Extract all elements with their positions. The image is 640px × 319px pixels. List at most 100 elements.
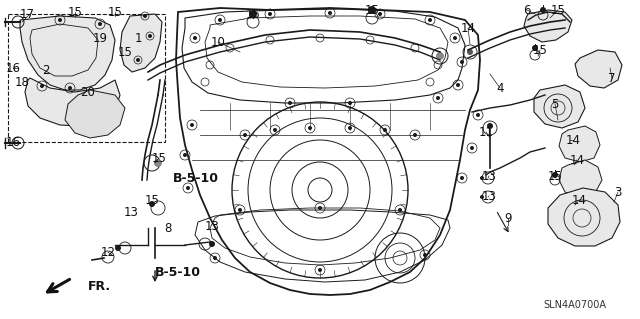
Text: 16: 16 — [6, 62, 20, 75]
Text: SLN4A0700A: SLN4A0700A — [543, 300, 607, 310]
Polygon shape — [575, 50, 622, 88]
Circle shape — [183, 153, 187, 157]
Text: 12: 12 — [100, 246, 115, 258]
Text: 13: 13 — [481, 169, 497, 182]
Circle shape — [470, 146, 474, 150]
Circle shape — [209, 241, 215, 247]
Text: 15: 15 — [118, 46, 132, 58]
Text: 16: 16 — [6, 137, 20, 150]
Text: B-5-10: B-5-10 — [155, 265, 201, 278]
Text: FR.: FR. — [88, 279, 111, 293]
Polygon shape — [559, 160, 602, 197]
Text: 2: 2 — [42, 63, 50, 77]
Text: 14: 14 — [461, 21, 476, 34]
Text: 9: 9 — [504, 211, 512, 225]
Circle shape — [348, 101, 352, 105]
Text: 1: 1 — [134, 32, 141, 44]
Circle shape — [243, 133, 247, 137]
Text: 14: 14 — [566, 133, 580, 146]
Circle shape — [460, 60, 464, 64]
Circle shape — [436, 96, 440, 100]
Circle shape — [348, 126, 352, 130]
Circle shape — [249, 10, 257, 18]
Text: 15: 15 — [68, 5, 83, 19]
Circle shape — [423, 253, 427, 257]
Text: 15: 15 — [550, 4, 565, 17]
Circle shape — [58, 18, 62, 22]
Text: 18: 18 — [15, 76, 29, 88]
Polygon shape — [559, 126, 600, 162]
Circle shape — [143, 14, 147, 18]
Text: 15: 15 — [145, 194, 159, 206]
Text: 14: 14 — [570, 153, 584, 167]
Polygon shape — [548, 188, 620, 246]
Text: B-5-10: B-5-10 — [173, 172, 219, 184]
Circle shape — [68, 86, 72, 90]
Circle shape — [273, 128, 277, 132]
Circle shape — [40, 84, 44, 88]
Text: 15: 15 — [548, 169, 563, 182]
Circle shape — [480, 176, 484, 180]
Text: 20: 20 — [81, 85, 95, 99]
Text: 15: 15 — [108, 5, 122, 19]
Circle shape — [378, 12, 382, 16]
Text: 3: 3 — [614, 186, 621, 198]
Polygon shape — [534, 85, 585, 128]
Text: 13: 13 — [124, 205, 138, 219]
Circle shape — [368, 6, 376, 14]
Circle shape — [460, 176, 464, 180]
Polygon shape — [120, 14, 162, 72]
Circle shape — [308, 126, 312, 130]
Circle shape — [436, 52, 444, 60]
Text: 13: 13 — [205, 219, 220, 233]
Circle shape — [398, 208, 402, 212]
Circle shape — [148, 34, 152, 38]
Circle shape — [288, 101, 292, 105]
Circle shape — [98, 22, 102, 26]
Circle shape — [218, 18, 222, 22]
Circle shape — [428, 18, 432, 22]
Circle shape — [154, 159, 162, 167]
Circle shape — [532, 45, 538, 51]
Circle shape — [383, 128, 387, 132]
Text: 6: 6 — [524, 4, 531, 17]
Text: 13: 13 — [481, 189, 497, 203]
Circle shape — [476, 113, 480, 117]
Polygon shape — [25, 78, 120, 126]
Circle shape — [213, 256, 217, 260]
Circle shape — [456, 83, 460, 87]
Circle shape — [413, 133, 417, 137]
Text: 11: 11 — [479, 125, 493, 138]
Circle shape — [328, 11, 332, 15]
Text: 10: 10 — [211, 35, 225, 48]
Circle shape — [193, 36, 197, 40]
Circle shape — [149, 201, 155, 207]
Text: 5: 5 — [551, 98, 559, 110]
Circle shape — [467, 49, 473, 55]
Circle shape — [552, 172, 558, 178]
Circle shape — [268, 12, 272, 16]
Polygon shape — [20, 16, 115, 90]
Circle shape — [453, 36, 457, 40]
Polygon shape — [524, 10, 572, 42]
Circle shape — [318, 268, 322, 272]
Circle shape — [238, 208, 242, 212]
Text: 15: 15 — [532, 43, 547, 56]
Circle shape — [186, 186, 190, 190]
Circle shape — [190, 123, 194, 127]
Text: 14: 14 — [572, 194, 586, 206]
Text: 17: 17 — [19, 8, 35, 20]
Text: 8: 8 — [164, 221, 172, 234]
Circle shape — [318, 206, 322, 210]
Text: 15: 15 — [152, 152, 166, 165]
Text: 15: 15 — [365, 4, 380, 17]
Text: 4: 4 — [496, 81, 504, 94]
Text: 7: 7 — [608, 71, 616, 85]
Circle shape — [136, 58, 140, 62]
Polygon shape — [65, 90, 125, 138]
Circle shape — [480, 195, 484, 199]
Circle shape — [487, 123, 493, 129]
Circle shape — [540, 7, 546, 13]
Text: 19: 19 — [93, 32, 108, 44]
Text: 15: 15 — [246, 8, 260, 20]
